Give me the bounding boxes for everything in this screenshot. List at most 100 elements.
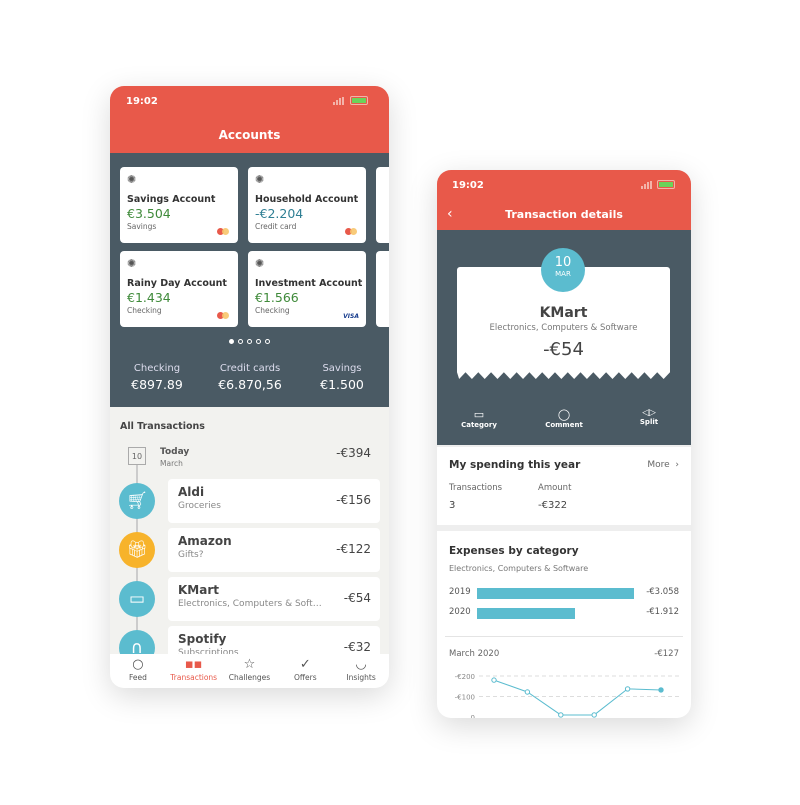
- mastercard-icon: [217, 312, 231, 319]
- comment-icon: ◯: [557, 408, 571, 421]
- account-type: Checking: [255, 306, 290, 315]
- expenses-card: Expenses by category Electronics, Comput…: [437, 531, 691, 718]
- data-point[interactable]: [624, 686, 631, 692]
- account-card[interactable]: ✺ Rainy Day Account €1.434 Checking: [120, 251, 238, 327]
- account-type: Checking: [127, 306, 162, 315]
- pagination-dots[interactable]: [110, 339, 389, 344]
- amount: -€54: [343, 591, 371, 605]
- bar-year: 2020: [449, 607, 471, 617]
- y-tick-label: -€200: [455, 673, 475, 681]
- account-card[interactable]: ✺ Savings Account €3.504 Savings: [120, 167, 238, 243]
- account-card-partial[interactable]: [376, 167, 389, 243]
- monthly-line-chart: -€200 -€100 0: [455, 673, 681, 718]
- account-name: Savings Account: [127, 194, 216, 205]
- bar-year: 2019: [449, 587, 471, 597]
- month-label: March 2020: [449, 649, 500, 659]
- data-point[interactable]: [524, 689, 531, 695]
- tab-offers[interactable]: ✓ Offers: [277, 654, 333, 688]
- accounts-section: ✺ Savings Account €3.504 Savings ✺ Househ…: [110, 153, 389, 407]
- category-button[interactable]: ▭ Category: [437, 408, 521, 429]
- transaction-amount: -€54: [543, 339, 584, 360]
- page-title: Transaction details: [505, 208, 623, 221]
- account-balance: €1.434: [127, 290, 171, 305]
- summary-credit-cards: Credit cards €6.870,56: [218, 363, 282, 392]
- transactions-label: Transactions: [449, 483, 503, 493]
- star-icon: ☆: [243, 657, 256, 672]
- divider: [445, 636, 683, 637]
- merchant: Amazon: [178, 534, 232, 548]
- data-point[interactable]: [491, 677, 497, 683]
- mastercard-icon: [217, 228, 231, 235]
- tab-transactions[interactable]: ▪▪ Transactions: [166, 654, 222, 688]
- split-button[interactable]: ◁▷ Split: [607, 408, 691, 429]
- page-dot[interactable]: [247, 339, 252, 344]
- amount-label: Amount: [538, 483, 572, 493]
- monitor-icon: ▭: [119, 581, 155, 617]
- account-logo-icon: ✺: [127, 173, 137, 186]
- bar-2019: [477, 588, 634, 599]
- y-tick-label: 0: [471, 714, 475, 718]
- more-link[interactable]: More ›: [647, 460, 679, 470]
- transaction-row[interactable]: Aldi Groceries -€156: [168, 479, 380, 523]
- gift-icon: 🎁︎: [119, 532, 155, 568]
- page-dot[interactable]: [265, 339, 270, 344]
- visa-icon: VISA: [343, 313, 359, 320]
- back-button[interactable]: ‹: [447, 206, 453, 222]
- merchant: Spotify: [178, 632, 227, 646]
- data-point[interactable]: [558, 712, 564, 718]
- account-card-partial[interactable]: [376, 251, 389, 327]
- amount-value: -€322: [538, 500, 568, 511]
- account-name: Household Account: [255, 194, 359, 205]
- transaction-row[interactable]: Amazon Gifts? -€122: [168, 528, 380, 572]
- merchant: KMart: [178, 583, 219, 597]
- merchant: Aldi: [178, 485, 205, 499]
- signal-icon: [333, 97, 344, 105]
- receipt-section: KMart Electronics, Computers & Software …: [437, 230, 691, 445]
- tab-challenges[interactable]: ☆ Challenges: [222, 654, 278, 688]
- page-dot[interactable]: [256, 339, 261, 344]
- account-balance: €1.566: [255, 290, 299, 305]
- header: 19:02 Accounts: [110, 86, 389, 153]
- calendar-icon: 10: [128, 447, 146, 465]
- expenses-subtitle: Electronics, Computers & Software: [449, 564, 589, 573]
- bar-2020: [477, 608, 576, 619]
- amount: -€156: [336, 493, 371, 507]
- bar-value: -€1.912: [646, 607, 679, 617]
- page-dot[interactable]: [229, 339, 234, 344]
- data-point[interactable]: [658, 687, 664, 693]
- comment-button[interactable]: ◯ Comment: [521, 408, 607, 429]
- day-label: Today: [160, 447, 190, 457]
- check-icon: ✓: [299, 657, 311, 672]
- data-point[interactable]: [591, 712, 597, 718]
- page-dot[interactable]: [238, 339, 243, 344]
- account-logo-icon: ✺: [255, 257, 265, 270]
- tab-feed[interactable]: ○ Feed: [110, 654, 166, 688]
- split-icon: ◁▷: [642, 408, 656, 418]
- battery-icon: [350, 96, 368, 105]
- page-title: Accounts: [218, 128, 281, 142]
- status-time: 19:02: [452, 180, 484, 191]
- transaction-details-screen: 19:02 ‹ Transaction details KMart Electr…: [437, 170, 691, 718]
- cart-icon: 🛒︎: [119, 483, 155, 519]
- chevron-right-icon: ›: [672, 460, 679, 470]
- monitor-icon: ▭: [473, 408, 485, 421]
- transaction-row[interactable]: KMart Electronics, Computers & Software …: [168, 577, 380, 621]
- account-balance: -€2.204: [255, 206, 304, 221]
- account-logo-icon: ✺: [127, 257, 137, 270]
- y-tick-label: -€100: [455, 694, 475, 702]
- summary-savings: Savings €1.500: [320, 363, 364, 392]
- header: 19:02 ‹ Transaction details: [437, 170, 691, 230]
- account-card[interactable]: ✺ Investment Account €1.566 Checking VISA: [248, 251, 366, 327]
- account-card[interactable]: ✺ Household Account -€2.204 Credit card: [248, 167, 366, 243]
- signal-icon: [641, 181, 652, 189]
- category: Electronics, Computers & Software: [178, 599, 328, 609]
- category: Groceries: [178, 501, 221, 511]
- mastercard-icon: [345, 228, 359, 235]
- line-series: [493, 679, 662, 716]
- spending-title: My spending this year: [449, 459, 581, 471]
- account-type: Savings: [127, 222, 157, 231]
- expenses-title: Expenses by category: [449, 545, 579, 557]
- bar-value: -€3.058: [646, 587, 679, 597]
- spending-card: My spending this year More › Transaction…: [437, 447, 691, 525]
- tab-insights[interactable]: ◡ Insights: [333, 654, 389, 688]
